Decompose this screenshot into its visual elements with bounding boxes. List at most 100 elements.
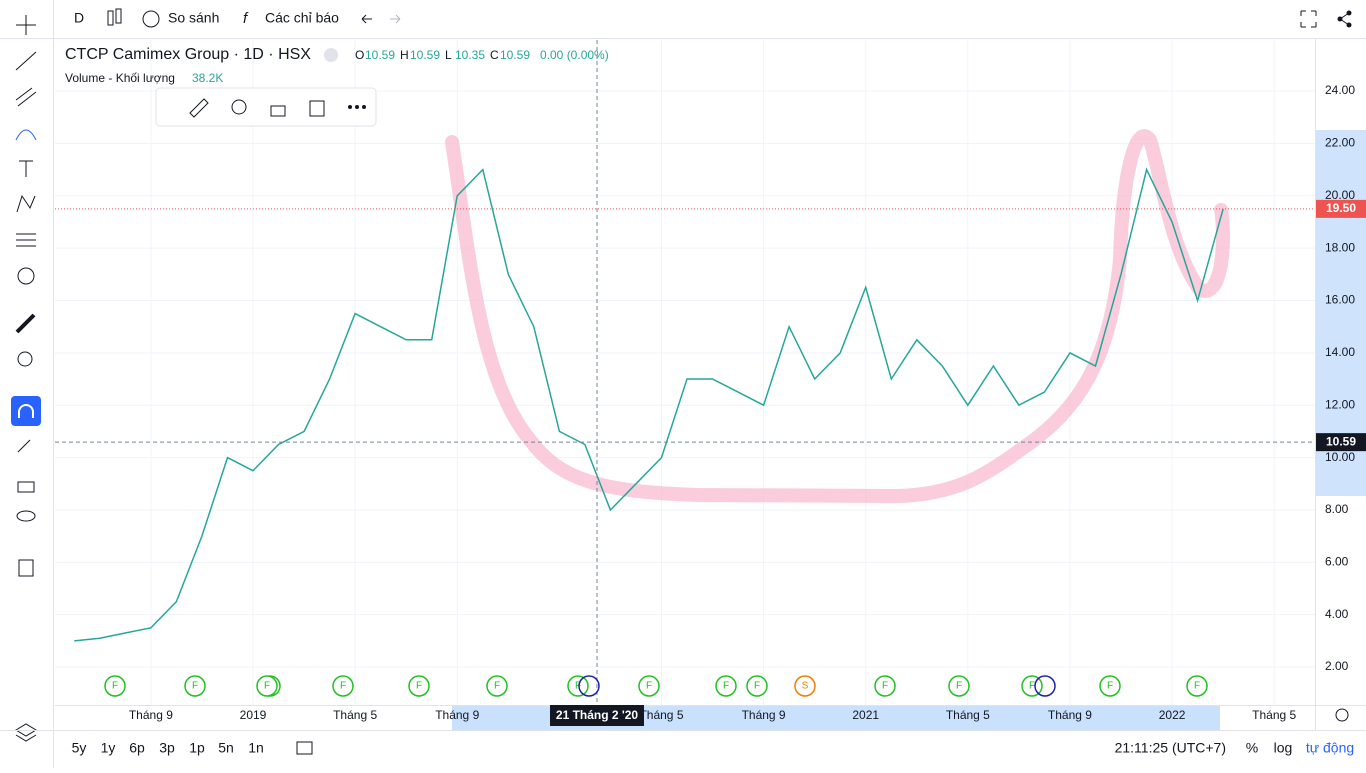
auto-button[interactable]: tự động bbox=[1306, 740, 1354, 756]
ruler-tool[interactable] bbox=[15, 313, 36, 334]
ohlc-key: H bbox=[400, 48, 409, 62]
settings-button[interactable] bbox=[231, 99, 247, 115]
text-tool[interactable] bbox=[19, 160, 33, 177]
clock: 21:11:25 (UTC+7) bbox=[1115, 740, 1226, 756]
brush-tool[interactable] bbox=[15, 129, 37, 141]
x-tick-label: Tháng 5 bbox=[639, 708, 683, 722]
crosshair-date-tag bbox=[550, 705, 644, 726]
range-button[interactable]: 5n bbox=[218, 740, 234, 756]
ohlc-value: 10.35 bbox=[455, 48, 485, 62]
redo-button[interactable] bbox=[390, 14, 401, 24]
magnet-tool[interactable] bbox=[11, 396, 41, 426]
range-button[interactable]: 3p bbox=[159, 740, 175, 756]
settings-button[interactable] bbox=[1335, 708, 1349, 722]
range-button[interactable]: 1n bbox=[248, 740, 264, 756]
chart-area bbox=[55, 40, 1315, 705]
collapse-button[interactable] bbox=[324, 48, 338, 62]
candle-type-button[interactable] bbox=[107, 8, 122, 26]
event-marker[interactable] bbox=[794, 675, 816, 697]
event-marker[interactable] bbox=[1186, 675, 1208, 697]
event-label: F bbox=[1029, 681, 1035, 692]
more-button[interactable] bbox=[348, 105, 366, 109]
delete-button[interactable] bbox=[309, 100, 325, 117]
edit-button[interactable] bbox=[189, 98, 209, 118]
y-tick-label: 2.00 bbox=[1325, 659, 1349, 673]
event-marker[interactable] bbox=[1034, 675, 1056, 697]
prediction-tool[interactable] bbox=[16, 233, 36, 247]
event-marker[interactable] bbox=[408, 675, 430, 697]
volume-value: 38.2K bbox=[192, 71, 223, 85]
drawing-tools bbox=[11, 15, 41, 742]
lock-button[interactable] bbox=[270, 105, 286, 117]
fib-tool[interactable] bbox=[15, 87, 37, 107]
indicators-icon[interactable]: f bbox=[243, 10, 249, 27]
undo-button[interactable] bbox=[361, 14, 372, 24]
event-label: F bbox=[340, 681, 346, 692]
event-marker[interactable] bbox=[948, 675, 970, 697]
change-value: 0.00 (0.00%) bbox=[540, 48, 609, 62]
delete-tool[interactable] bbox=[18, 559, 34, 577]
range-button[interactable]: 1y bbox=[101, 740, 116, 756]
y-tick-label: 8.00 bbox=[1325, 502, 1349, 516]
x-tick-label: Tháng 9 bbox=[742, 708, 786, 722]
x-tick-label: 2019 bbox=[240, 708, 267, 722]
event-marker[interactable] bbox=[256, 675, 278, 697]
ohlc-key: O bbox=[355, 48, 364, 62]
event-label: F bbox=[416, 681, 422, 692]
event-marker[interactable] bbox=[715, 675, 737, 697]
goto-date-button[interactable] bbox=[296, 741, 313, 755]
y-tick-label: 22.00 bbox=[1325, 136, 1355, 150]
drawing-toolbar bbox=[155, 87, 377, 127]
event-marker[interactable] bbox=[486, 675, 508, 697]
y-tick-label: 18.00 bbox=[1325, 240, 1355, 254]
compare-icon[interactable] bbox=[142, 10, 160, 28]
highlight-drawing bbox=[445, 129, 1230, 504]
interval-button[interactable]: D bbox=[74, 10, 84, 26]
lock-tool[interactable] bbox=[17, 481, 35, 493]
event-label: F bbox=[192, 681, 198, 692]
event-marker[interactable] bbox=[1099, 675, 1121, 697]
x-tick-label: Tháng 9 bbox=[435, 708, 479, 722]
x-tick-label: 2021 bbox=[852, 708, 879, 722]
indicators-button[interactable]: Các chỉ báo bbox=[265, 10, 339, 26]
event-marker[interactable] bbox=[184, 675, 206, 697]
event-marker[interactable] bbox=[874, 675, 896, 697]
event-marker[interactable] bbox=[567, 675, 589, 697]
zoom-tool[interactable] bbox=[17, 351, 33, 367]
event-marker[interactable] bbox=[104, 675, 126, 697]
y-tick-label: 4.00 bbox=[1325, 607, 1349, 621]
event-marker[interactable] bbox=[332, 675, 354, 697]
magnet-icon bbox=[18, 404, 34, 418]
event-label: F bbox=[882, 681, 888, 692]
y-tick-label: 14.00 bbox=[1325, 345, 1355, 359]
y-tick-label: 12.00 bbox=[1325, 397, 1355, 411]
event-label: F bbox=[956, 681, 962, 692]
event-marker[interactable] bbox=[578, 675, 600, 697]
x-tick-label: Tháng 5 bbox=[946, 708, 990, 722]
crosshair-date-label: 21 Tháng 2 '20 bbox=[556, 708, 639, 722]
ohlc-value: 10.59 bbox=[500, 48, 530, 62]
range-button[interactable]: 6p bbox=[129, 740, 145, 756]
fullscreen-button[interactable] bbox=[1300, 10, 1317, 28]
emoji-tool[interactable] bbox=[17, 267, 35, 285]
event-label: F bbox=[575, 681, 581, 692]
hide-tool[interactable] bbox=[16, 510, 36, 522]
compare-button[interactable]: So sánh bbox=[168, 10, 219, 26]
share-button[interactable] bbox=[1337, 10, 1352, 28]
event-label: F bbox=[494, 681, 500, 692]
trendline-tool[interactable] bbox=[15, 51, 37, 71]
event-label: F bbox=[1107, 681, 1113, 692]
event-marker[interactable] bbox=[746, 675, 768, 697]
range-button[interactable]: 5y bbox=[72, 740, 87, 756]
ohlc-key: C bbox=[490, 48, 499, 62]
ohlc-key: L bbox=[445, 48, 452, 62]
crosshair-tool[interactable] bbox=[16, 15, 36, 35]
percent-button[interactable]: % bbox=[1246, 740, 1258, 756]
y-tick-label: 16.00 bbox=[1325, 293, 1355, 307]
pattern-tool[interactable] bbox=[16, 194, 36, 213]
log-button[interactable]: log bbox=[1274, 740, 1293, 756]
event-marker[interactable] bbox=[638, 675, 660, 697]
range-button[interactable]: 1p bbox=[189, 740, 205, 756]
lock-draw-tool[interactable] bbox=[17, 439, 31, 453]
